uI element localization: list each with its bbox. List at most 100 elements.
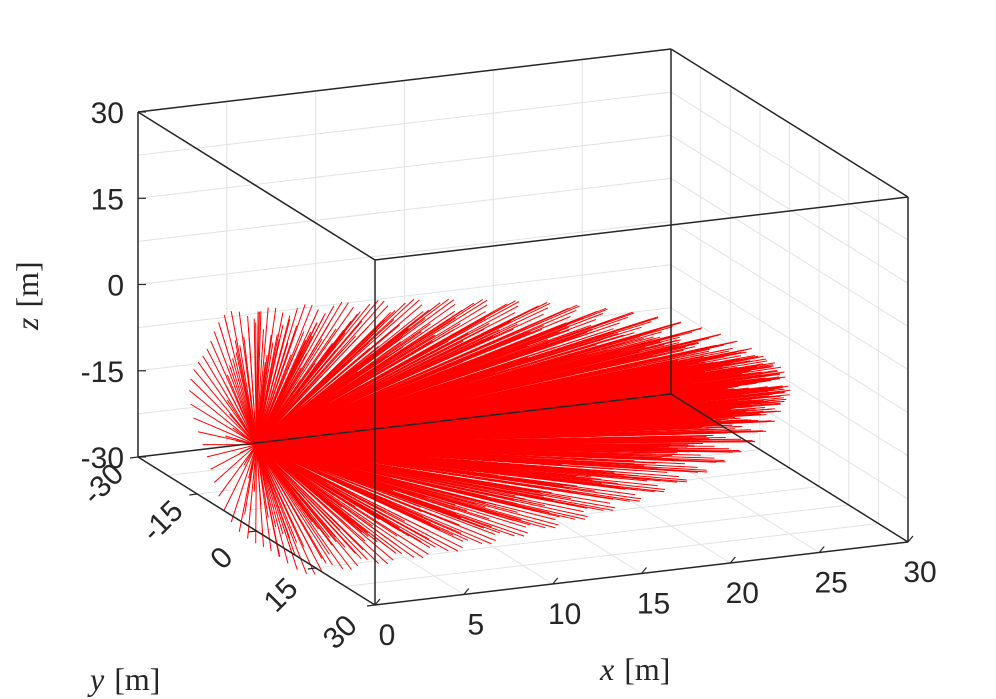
ray-line bbox=[218, 322, 257, 445]
grid-line bbox=[670, 91, 909, 241]
x-tick-label: 25 bbox=[815, 567, 848, 600]
ray-line bbox=[256, 444, 394, 561]
ray-line bbox=[256, 444, 322, 571]
ray-line bbox=[256, 444, 333, 566]
x-axis-unit: [m] bbox=[624, 651, 670, 687]
ray-line bbox=[232, 427, 257, 446]
ray-line bbox=[256, 444, 464, 542]
ray-line bbox=[256, 397, 784, 446]
z-tick-label: 0 bbox=[107, 270, 124, 303]
ray-line bbox=[256, 444, 559, 476]
ray-line bbox=[256, 421, 312, 446]
ray-line bbox=[226, 374, 257, 445]
grid-line bbox=[137, 177, 672, 242]
ray-line bbox=[226, 399, 257, 446]
ray-line bbox=[190, 403, 257, 446]
ray-line bbox=[256, 444, 642, 458]
ray-line bbox=[256, 444, 571, 493]
ray-line bbox=[256, 308, 298, 445]
z-axis-unit: [m] bbox=[9, 261, 45, 307]
ray-line bbox=[197, 361, 257, 446]
grid-line bbox=[137, 91, 672, 156]
ray-line bbox=[256, 444, 616, 465]
x-tick-mark bbox=[729, 556, 736, 564]
ray-line bbox=[256, 444, 595, 486]
ray-line bbox=[256, 408, 775, 446]
ray-line bbox=[256, 324, 284, 445]
ray-line bbox=[229, 365, 257, 445]
grid-line bbox=[670, 221, 909, 370]
ray-line bbox=[256, 438, 709, 446]
ray-line bbox=[256, 444, 308, 575]
x-tick-mark bbox=[552, 577, 559, 585]
ray-line bbox=[256, 444, 289, 564]
ray-line bbox=[239, 345, 257, 445]
ray-line bbox=[256, 428, 337, 446]
ray-line bbox=[190, 378, 257, 446]
ray-line bbox=[256, 444, 327, 564]
ray-line bbox=[255, 444, 257, 544]
y-tick-mark bbox=[129, 456, 139, 459]
ray-line bbox=[230, 444, 257, 523]
x-tick-label: 0 bbox=[379, 619, 396, 652]
ray-line bbox=[256, 444, 356, 508]
ray-line bbox=[256, 415, 337, 446]
y-axis-unit: [m] bbox=[114, 661, 160, 697]
ray-line bbox=[256, 409, 266, 445]
z-axis-label: z [m] bbox=[9, 261, 45, 331]
ray-line bbox=[256, 356, 338, 446]
ray-line bbox=[210, 444, 257, 470]
ray-line bbox=[256, 444, 427, 498]
ray-line bbox=[256, 444, 430, 540]
y-tick-label: -15 bbox=[136, 494, 190, 548]
ray-line bbox=[256, 444, 346, 525]
ray-line bbox=[256, 405, 436, 446]
x-tick-mark bbox=[641, 567, 647, 574]
y-tick-label: 15 bbox=[258, 572, 305, 619]
ray-line bbox=[256, 444, 445, 510]
ray-line bbox=[189, 390, 257, 446]
ray-line bbox=[256, 444, 349, 465]
ray-line bbox=[256, 354, 292, 445]
grid-line bbox=[315, 504, 849, 569]
x-tick-label: 10 bbox=[548, 598, 581, 631]
ray-line bbox=[256, 322, 318, 446]
ray-line bbox=[256, 334, 278, 445]
z-tick-label: -30 bbox=[81, 442, 124, 475]
ray-fan bbox=[189, 298, 791, 575]
ray-line bbox=[256, 364, 339, 446]
box-edge bbox=[137, 111, 376, 261]
ray-line bbox=[213, 444, 257, 483]
ray-line bbox=[256, 444, 344, 570]
ray-line bbox=[256, 444, 413, 516]
z-axis-var: z bbox=[9, 317, 45, 331]
ray-line bbox=[256, 377, 479, 446]
ray-line bbox=[256, 444, 336, 538]
box-edge bbox=[137, 393, 672, 458]
ray-line bbox=[256, 444, 296, 556]
ray-line bbox=[213, 331, 257, 445]
ray-line bbox=[256, 372, 376, 446]
y-tick-mark bbox=[189, 493, 198, 496]
ray-line bbox=[256, 444, 341, 531]
ray-line bbox=[253, 318, 257, 445]
ray-line bbox=[256, 444, 281, 557]
box-edge bbox=[670, 393, 909, 543]
ray-line bbox=[247, 444, 257, 539]
ray-line bbox=[256, 305, 389, 446]
y-axis-label: y [m] bbox=[87, 661, 160, 697]
z-tick-label: 15 bbox=[91, 183, 124, 216]
ray-line bbox=[223, 444, 257, 511]
ray-line bbox=[256, 414, 767, 446]
box-edge bbox=[374, 196, 909, 261]
ray-line bbox=[256, 444, 455, 503]
ray-line bbox=[256, 444, 497, 506]
z-tick-label: 30 bbox=[91, 97, 124, 130]
ray-line bbox=[206, 444, 257, 458]
ray-line bbox=[226, 386, 257, 446]
ray-line bbox=[256, 444, 421, 508]
ray-line bbox=[218, 444, 257, 497]
ray-line bbox=[256, 378, 302, 446]
ray-line bbox=[256, 444, 462, 493]
